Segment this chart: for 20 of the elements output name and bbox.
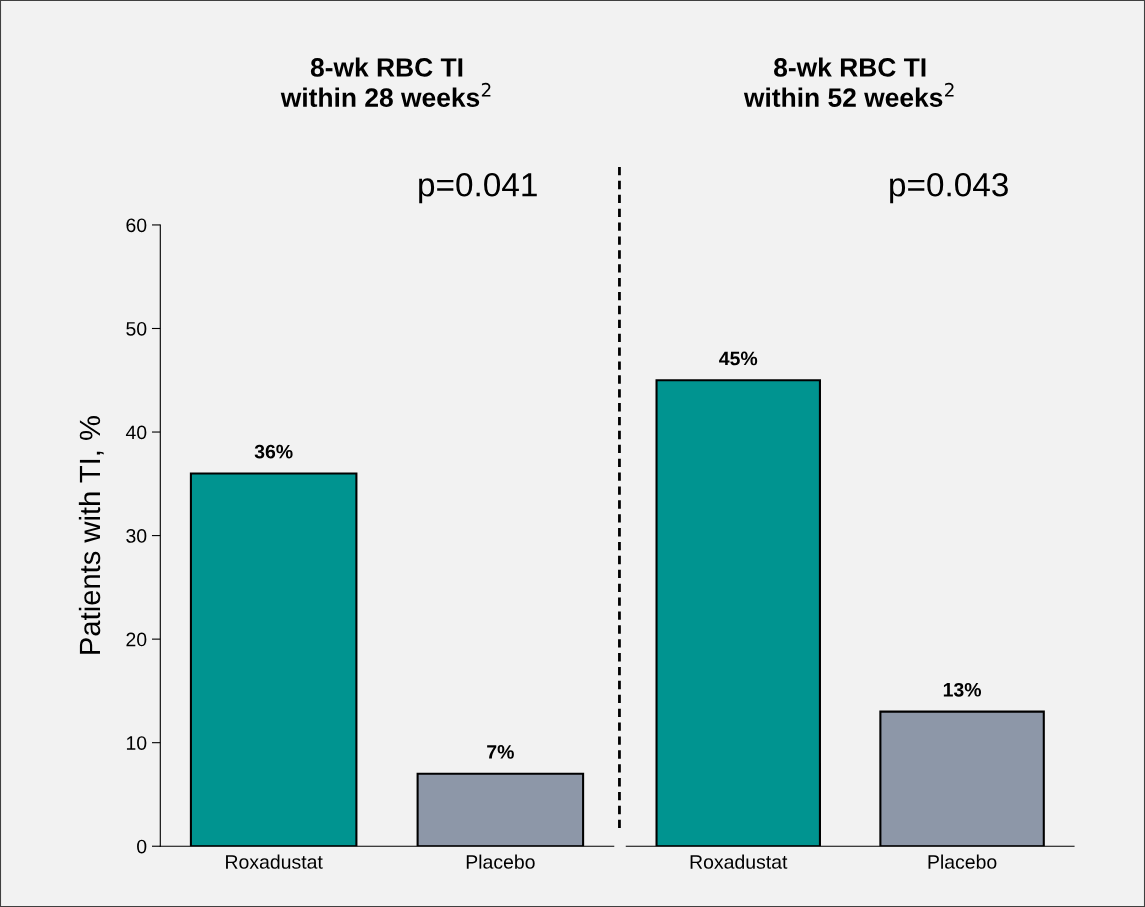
y-tick-label: 40 <box>125 425 147 440</box>
x-tick-label: Placebo <box>928 854 997 869</box>
data-label: 45% <box>719 351 758 366</box>
y-tick-label: 50 <box>126 321 147 336</box>
x-tick-label: Roxadustat <box>226 854 323 869</box>
y-tick-label: 20 <box>126 632 147 647</box>
y-tick-label: 60 <box>126 218 147 233</box>
chart-title: 8-wk RBC TI within 28 weeks$^{2}$ <box>280 57 491 107</box>
data-label: 13% <box>943 682 982 697</box>
x-tick-label: Roxadustat <box>690 854 788 869</box>
y-tick-label: 30 <box>126 529 147 543</box>
y-tick-label: 10 <box>126 736 147 750</box>
text: p=0.041 <box>419 173 537 204</box>
x-tick-label: Placebo <box>466 854 535 869</box>
y-axis-title: Patients with TI, % <box>78 416 104 654</box>
data-label: 36% <box>254 444 293 459</box>
chart-title: 8-wk RBC TI within 52 weeks$^{2}$ <box>743 57 954 107</box>
y-tick-label: 0 <box>137 839 147 854</box>
data-label: 7% <box>487 745 514 759</box>
text: p=0.043 <box>890 173 1008 204</box>
